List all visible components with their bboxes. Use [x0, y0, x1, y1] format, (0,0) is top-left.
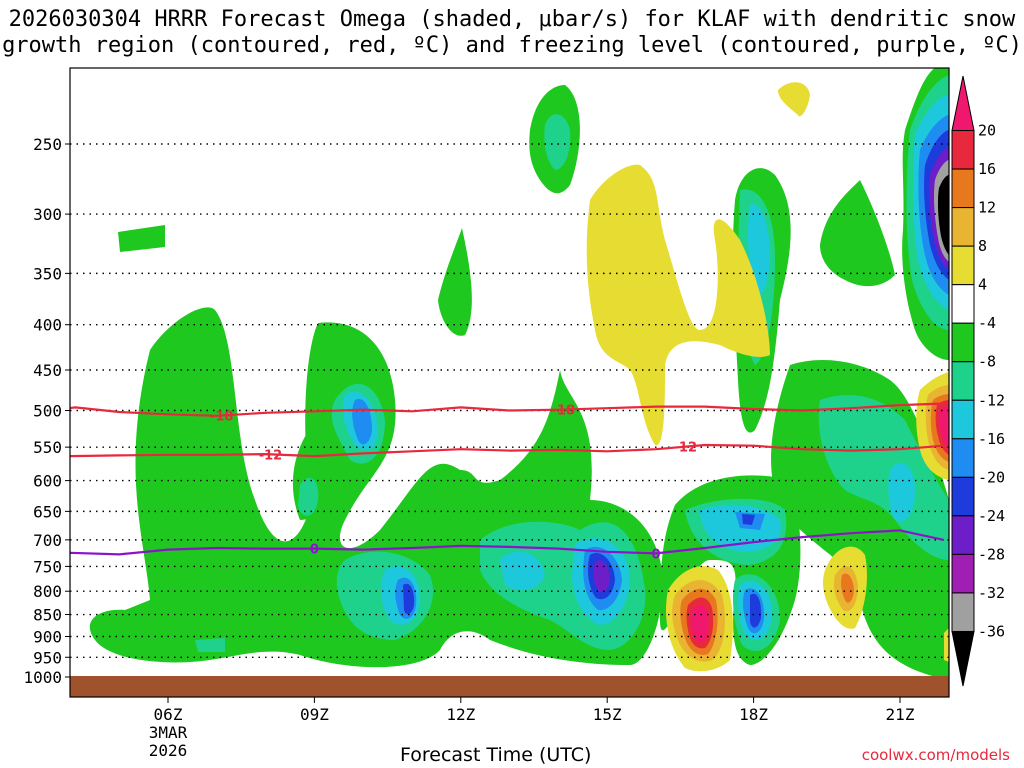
plot-frame [69, 67, 950, 698]
y-tick-label-700: 700 [33, 531, 62, 550]
y-tick-label-600: 600 [33, 472, 62, 491]
x-tick-label-18Z: 18Z [739, 705, 768, 724]
colorbar-segment-13 [951, 592, 975, 632]
colorbar-segment-1 [951, 130, 975, 170]
y-tick-label-750: 750 [33, 557, 62, 576]
colorbar-top-arrow [951, 75, 975, 132]
ground-surface [70, 676, 949, 697]
y-tick-label-1000: 1000 [23, 668, 62, 687]
ascent-region-gray-black [934, 160, 949, 262]
colorbar-segment-12 [951, 553, 975, 594]
colorbar-label-6: -8 [978, 353, 996, 371]
x-tick-label-15Z: 15Z [593, 705, 622, 724]
contour-label-0-0: -18 [210, 410, 234, 425]
contour-line-0 [70, 402, 944, 417]
colorbar-label-13: -36 [978, 622, 1005, 640]
y-tick-label-350: 350 [33, 264, 62, 283]
colorbar-label-10: -24 [978, 507, 1005, 525]
colorbar-label-12: -32 [978, 584, 1005, 602]
colorbar-label-9: -20 [978, 468, 1005, 486]
colorbar-segment-5 [951, 284, 975, 324]
colorbar-label-11: -28 [978, 545, 1005, 563]
y-tick-label-300: 300 [33, 205, 62, 224]
colorbar-segment-9 [951, 438, 975, 478]
contour-label-1-0: -12 [259, 448, 283, 463]
contour-label-2-1: 0 [651, 547, 660, 562]
y-tick-label-900: 900 [33, 627, 62, 646]
contour-line-1 [70, 443, 944, 458]
colorbar-segment-4 [951, 245, 975, 286]
colorbar-segment-10 [951, 476, 975, 517]
colorbar-label-0: 20 [978, 122, 996, 140]
x-tick-label-21Z: 21Z [886, 705, 915, 724]
chart-title-line-1: 2026030304 HRRR Forecast Omega (shaded, … [8, 7, 1016, 32]
y-tick-label-450: 450 [33, 361, 62, 380]
colorbar-label-2: 12 [978, 199, 996, 217]
contour-label-0-1: -18 [552, 404, 576, 419]
y-tick-label-950: 950 [33, 648, 62, 667]
x-date-label-1: 2026 [149, 741, 188, 760]
colorbar-label-1: 16 [978, 160, 996, 178]
y-tick-label-500: 500 [33, 402, 62, 421]
colorbar-label-4: 4 [978, 276, 987, 294]
colorbar-segment-8 [951, 399, 975, 440]
x-tick-label-12Z: 12Z [446, 705, 475, 724]
colorbar-segment-6 [951, 322, 975, 363]
omega-shaded-field [89, 68, 949, 680]
contour-label-1-1: -12 [674, 441, 698, 456]
website-credit[interactable]: coolwx.com/models [861, 746, 1010, 764]
chart-title-line-2: growth region (contoured, red, ºC) and f… [2, 33, 1022, 58]
colorbar-segment-11 [951, 515, 975, 555]
x-date-label-0: 3MAR [149, 723, 188, 742]
y-tick-label-650: 650 [33, 502, 62, 521]
x-axis-title: Forecast Time (UTC) [400, 744, 592, 766]
colorbar-label-5: -4 [978, 314, 996, 332]
x-tick-label-06Z: 06Z [154, 705, 183, 724]
colorbar-segment-2 [951, 168, 975, 209]
y-tick-label-400: 400 [33, 316, 62, 335]
colorbar-label-3: 8 [978, 237, 987, 255]
colorbar-segment-7 [951, 361, 975, 401]
colorbar-label-8: -16 [978, 430, 1005, 448]
contour-line-2 [70, 529, 945, 556]
colorbar-segment-3 [951, 207, 975, 247]
x-tick-label-09Z: 09Z [300, 705, 329, 724]
colorbar-bottom-arrow [951, 630, 975, 687]
y-tick-label-250: 250 [33, 135, 62, 154]
y-tick-label-850: 850 [33, 606, 62, 625]
temperature-contours: -18 -18 -12 -12 0 0 [70, 402, 945, 562]
y-tick-label-800: 800 [33, 582, 62, 601]
contour-label-2-0: 0 [310, 543, 319, 558]
colorbar-label-7: -12 [978, 391, 1005, 409]
y-axis: 250 300 350 400 450 500 550 600 650 700 750 800 850 9… [23, 135, 70, 687]
y-tick-label-550: 550 [33, 438, 62, 457]
colorbar: 20 16 12 8 4 -4 -8 -12 -16 -20 -24 -28 -32 -36 [951, 75, 1005, 687]
